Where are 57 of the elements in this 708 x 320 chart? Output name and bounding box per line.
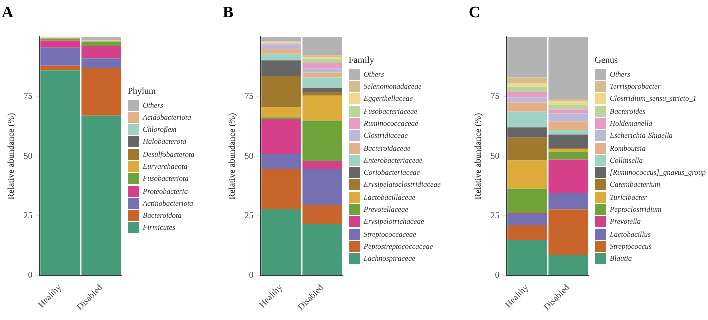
bar	[508, 112, 548, 128]
bar	[261, 49, 301, 54]
bar	[548, 130, 588, 135]
bar	[261, 54, 301, 61]
bar	[261, 119, 301, 154]
bar	[548, 122, 588, 130]
bar	[548, 152, 588, 160]
y-tick-label: 50	[244, 150, 254, 161]
bar	[508, 160, 548, 189]
y-tick-label: 75	[490, 91, 500, 102]
bar	[302, 161, 342, 170]
y-axis-title: Relative abundance (%)	[472, 113, 483, 200]
bar	[548, 114, 588, 122]
y-tick-label: 75	[244, 91, 254, 102]
legend-title: Family	[348, 55, 376, 66]
bar	[508, 214, 548, 226]
bar	[261, 60, 301, 76]
bar	[548, 110, 588, 114]
bar	[508, 102, 548, 112]
legend-title: Genus	[595, 55, 620, 66]
chart-title: C	[469, 4, 481, 22]
bar	[302, 58, 342, 64]
y-tick-label: 50	[24, 150, 34, 161]
chart-title: A	[2, 4, 14, 22]
bar	[261, 154, 301, 170]
y-tick-label: 25	[244, 210, 254, 220]
bar	[508, 98, 548, 103]
y-tick-label: 0	[249, 270, 254, 280]
bar	[302, 63, 342, 69]
bar	[82, 42, 122, 46]
bar	[508, 78, 548, 84]
y-tick-label: 0	[495, 270, 500, 280]
bar	[302, 169, 342, 206]
bar	[302, 78, 342, 88]
bar	[548, 193, 588, 210]
bar	[82, 37, 122, 40]
bar	[548, 101, 588, 105]
y-tick-label: 75	[24, 91, 34, 102]
y-axis-title: Relative abundance (%)	[226, 113, 237, 200]
y-tick-label: 25	[24, 210, 34, 220]
bar	[508, 92, 548, 98]
bar	[508, 86, 548, 92]
bar	[302, 120, 342, 162]
bar	[548, 160, 588, 194]
bar	[302, 88, 342, 93]
bar	[261, 44, 301, 50]
y-tick-label: 0	[28, 270, 34, 280]
y-tick-label: 50	[490, 150, 500, 161]
bar	[508, 188, 548, 214]
chart-title: B	[222, 4, 234, 22]
bar	[508, 83, 548, 87]
legend-title: Phylum	[128, 86, 158, 96]
bar	[302, 72, 342, 78]
bar	[302, 68, 342, 73]
y-axis-title: Relative abundance (%)	[6, 113, 16, 200]
bar	[548, 104, 588, 110]
y-tick-label: 25	[490, 210, 500, 220]
